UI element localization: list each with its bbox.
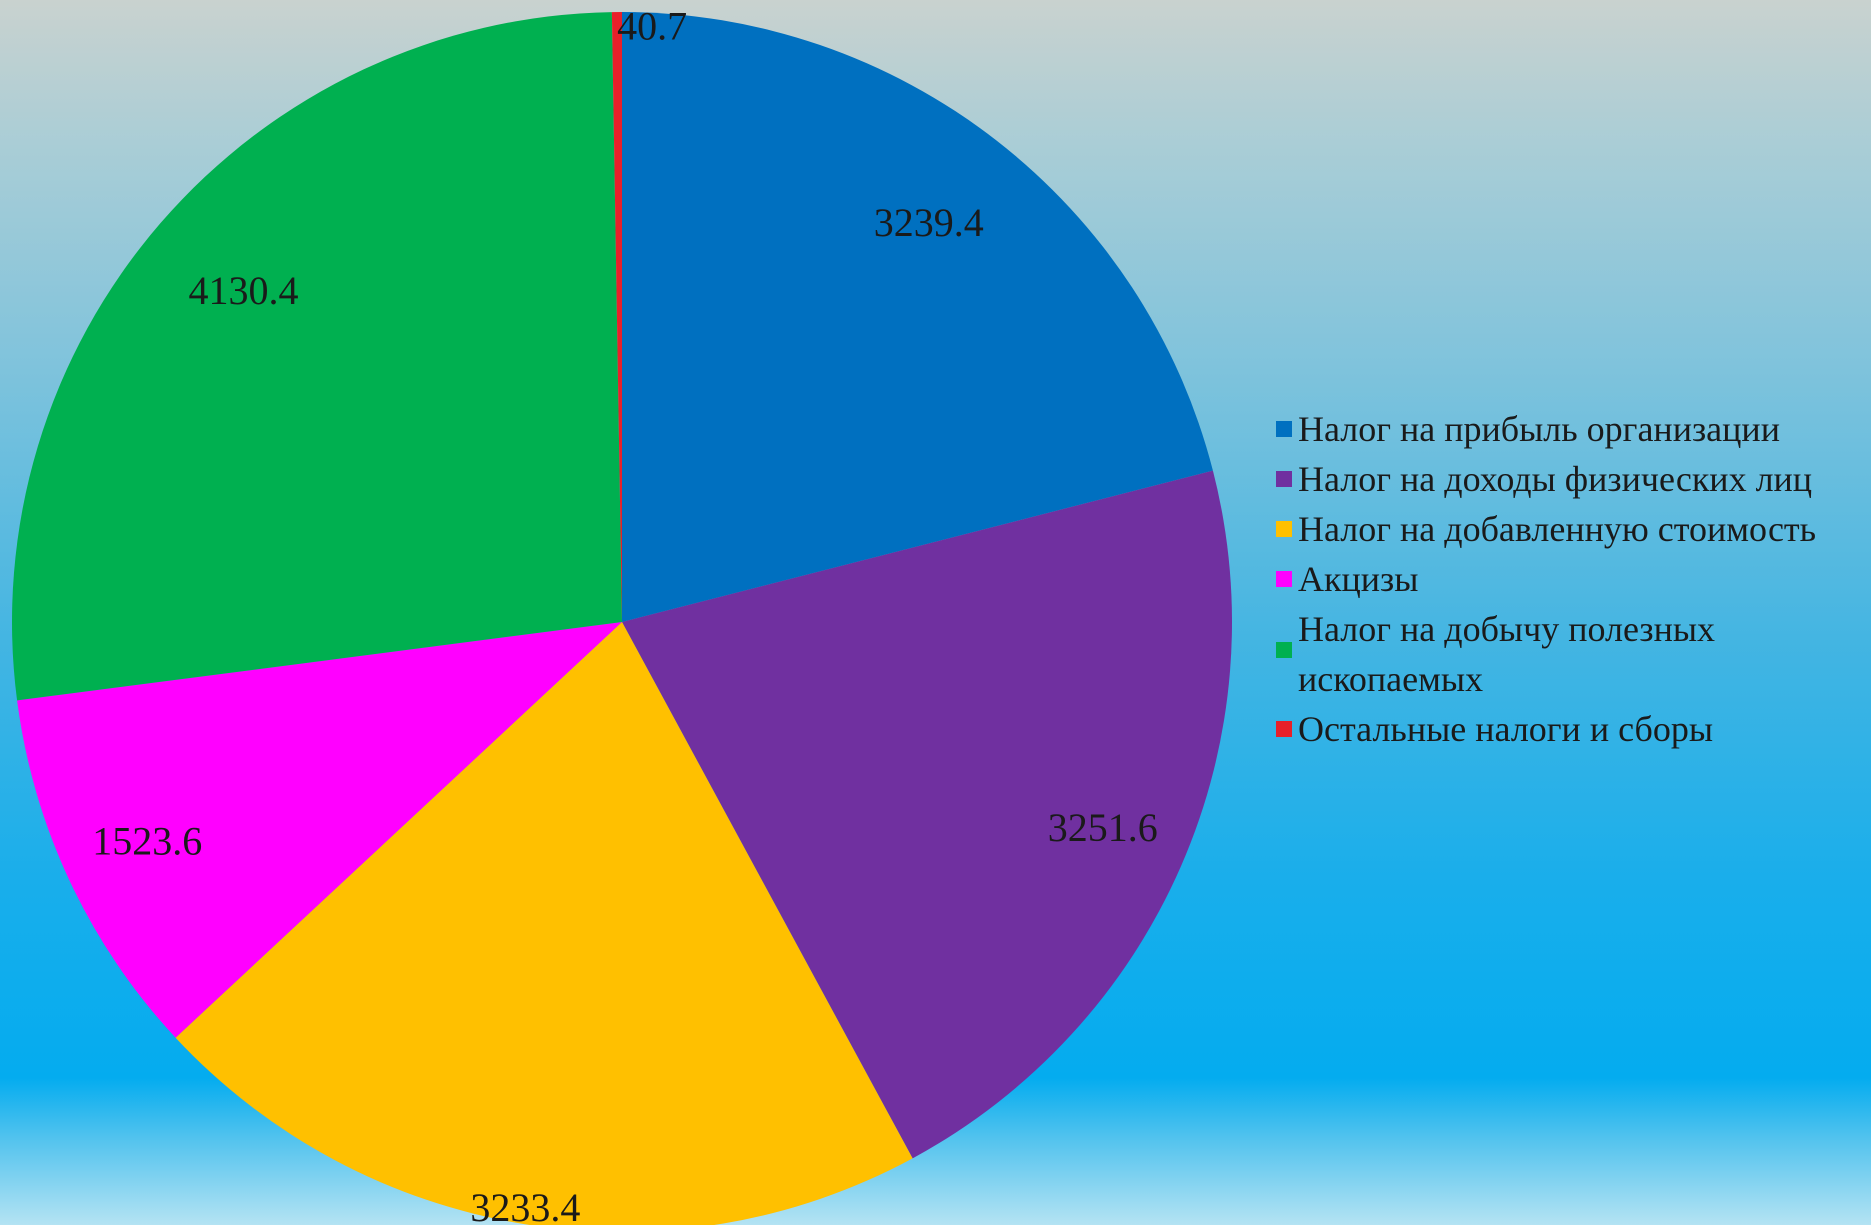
legend-label: Остальные налоги и сборы: [1298, 709, 1714, 749]
legend-swatch-icon: [1276, 521, 1292, 537]
legend: Налог на прибыль организации Налог на дох…: [1272, 404, 1868, 754]
data-label-1: 3239.4: [874, 200, 984, 245]
pie-slices: [11, 11, 1232, 1225]
legend-item-3: Налог на добавленную стоимость: [1272, 504, 1868, 554]
legend-item-5: Налог на добычу полезных ископаемых: [1272, 604, 1868, 704]
data-label-5: 4130.4: [189, 268, 299, 313]
data-label-3: 3233.4: [470, 1185, 580, 1225]
data-label-4: 1523.6: [92, 818, 202, 863]
legend-swatch-icon: [1276, 571, 1292, 587]
legend-item-6: Остальные налоги и сборы: [1272, 704, 1868, 754]
legend-item-2: Налог на доходы физических лиц: [1272, 454, 1868, 504]
legend-swatch-icon: [1276, 642, 1292, 658]
pie-slice-5: [11, 12, 623, 701]
data-label-6: 40.7: [617, 3, 687, 48]
pie-slice-3: [175, 622, 913, 1225]
legend-label: Налог на прибыль организации: [1298, 409, 1780, 449]
pie-slice-1: [622, 12, 1213, 622]
legend-swatch-icon: [1276, 421, 1292, 437]
pie-data-labels: 3239.4 3251.6 3233.4 1523.6 4130.4 40.7: [92, 3, 1158, 1225]
legend-item-1: Налог на прибыль организации: [1272, 404, 1868, 454]
pie-slice-4: [17, 622, 623, 1038]
pie-slice-6: [611, 11, 622, 623]
legend-label: Налог на добавленную стоимость: [1298, 509, 1817, 549]
legend-swatch-icon: [1276, 721, 1292, 737]
legend-item-4: Акцизы: [1272, 554, 1868, 604]
legend-label: Акцизы: [1298, 559, 1419, 599]
legend-swatch-icon: [1276, 471, 1292, 487]
legend-label: Налог на добычу полезных ископаемых: [1298, 609, 1716, 699]
legend-label: Налог на доходы физических лиц: [1298, 459, 1813, 499]
pie-slice-2: [622, 470, 1232, 1159]
data-label-2: 3251.6: [1048, 805, 1158, 850]
